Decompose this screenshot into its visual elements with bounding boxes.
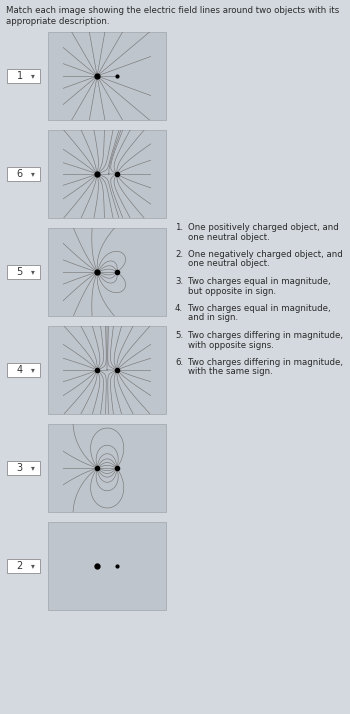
Text: ▾: ▾ (31, 463, 35, 473)
Text: One positively charged object, and: One positively charged object, and (188, 223, 339, 232)
Text: 1: 1 (16, 71, 23, 81)
Bar (48, 424, 166, 512)
Text: 4.: 4. (175, 304, 183, 313)
Bar (48, 32, 166, 120)
Text: 6: 6 (16, 169, 23, 179)
Text: ▾: ▾ (31, 169, 35, 178)
Text: with the same sign.: with the same sign. (188, 368, 273, 376)
Text: Two charges equal in magnitude,: Two charges equal in magnitude, (188, 277, 331, 286)
Text: and in sign.: and in sign. (188, 313, 238, 323)
Text: but opposite in sign.: but opposite in sign. (188, 286, 276, 296)
Text: 1.: 1. (175, 223, 183, 232)
Bar (7, 265, 40, 279)
Bar (7, 69, 40, 83)
Text: ▾: ▾ (31, 561, 35, 570)
Text: appropriate description.: appropriate description. (6, 17, 110, 26)
Text: one neutral object.: one neutral object. (188, 259, 270, 268)
Text: one neutral object.: one neutral object. (188, 233, 270, 241)
Text: 6.: 6. (175, 358, 183, 367)
Bar (7, 167, 40, 181)
Text: with opposite signs.: with opposite signs. (188, 341, 274, 349)
Bar (48, 522, 166, 610)
Text: 4: 4 (16, 365, 23, 375)
Text: Two charges equal in magnitude,: Two charges equal in magnitude, (188, 304, 331, 313)
Bar (7, 461, 40, 475)
Text: ▾: ▾ (31, 71, 35, 81)
Text: 2: 2 (16, 561, 23, 571)
Bar (7, 559, 40, 573)
Text: ▾: ▾ (31, 366, 35, 375)
Text: Two charges differing in magnitude,: Two charges differing in magnitude, (188, 358, 343, 367)
Text: 3: 3 (16, 463, 23, 473)
Text: One negatively charged object, and: One negatively charged object, and (188, 250, 343, 259)
Text: ▾: ▾ (31, 268, 35, 276)
Text: Match each image showing the electric field lines around two objects with its: Match each image showing the electric fi… (6, 6, 339, 15)
Bar (48, 228, 166, 316)
Bar (48, 326, 166, 414)
Text: 5.: 5. (175, 331, 183, 340)
Text: 2.: 2. (175, 250, 183, 259)
Text: 3.: 3. (175, 277, 183, 286)
Text: 5: 5 (16, 267, 23, 277)
Text: Two charges differing in magnitude,: Two charges differing in magnitude, (188, 331, 343, 340)
Bar (7, 363, 40, 377)
Bar (48, 130, 166, 218)
